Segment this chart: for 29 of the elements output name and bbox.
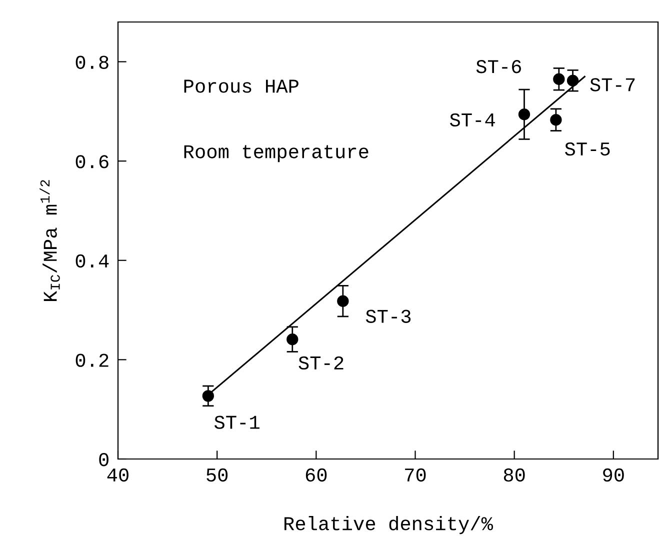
annotation: ST-6	[476, 60, 521, 74]
point	[202, 390, 214, 402]
annotation: Porous HAP	[184, 80, 298, 93]
point	[286, 333, 298, 346]
y-tick-label: 0.8	[76, 56, 108, 69]
x-tick-label: 40	[107, 468, 128, 482]
y-tick-label: 0.2	[76, 354, 108, 367]
y-axis-title: K$_{IC}$/MPa m$^{1/2}$	[40, 180, 60, 301]
x-tick-label: 90	[603, 468, 624, 482]
annotation: ST-1	[214, 416, 260, 429]
y-tick-label: 0.4	[76, 254, 109, 268]
annotation: ST-5	[565, 142, 610, 156]
point	[518, 108, 530, 120]
x-tick-label: 60	[306, 468, 327, 482]
point	[566, 74, 579, 86]
x-axis-title: Relative density/%	[284, 516, 494, 534]
annotation: ST-2	[298, 356, 344, 370]
x-tick-label: 70	[405, 468, 426, 482]
annotation: Room temperature	[184, 145, 368, 162]
point	[553, 73, 565, 85]
x-tick-label: 80	[504, 468, 525, 482]
y-tick-label: 0	[99, 453, 108, 466]
annotation: ST-7	[590, 78, 635, 92]
annotation: ST-4	[450, 113, 495, 127]
y-tick-label: 0.6	[76, 155, 108, 168]
point	[337, 295, 349, 307]
annotation: ST-3	[366, 310, 411, 323]
x-tick-label: 50	[206, 468, 228, 482]
point	[550, 114, 562, 126]
